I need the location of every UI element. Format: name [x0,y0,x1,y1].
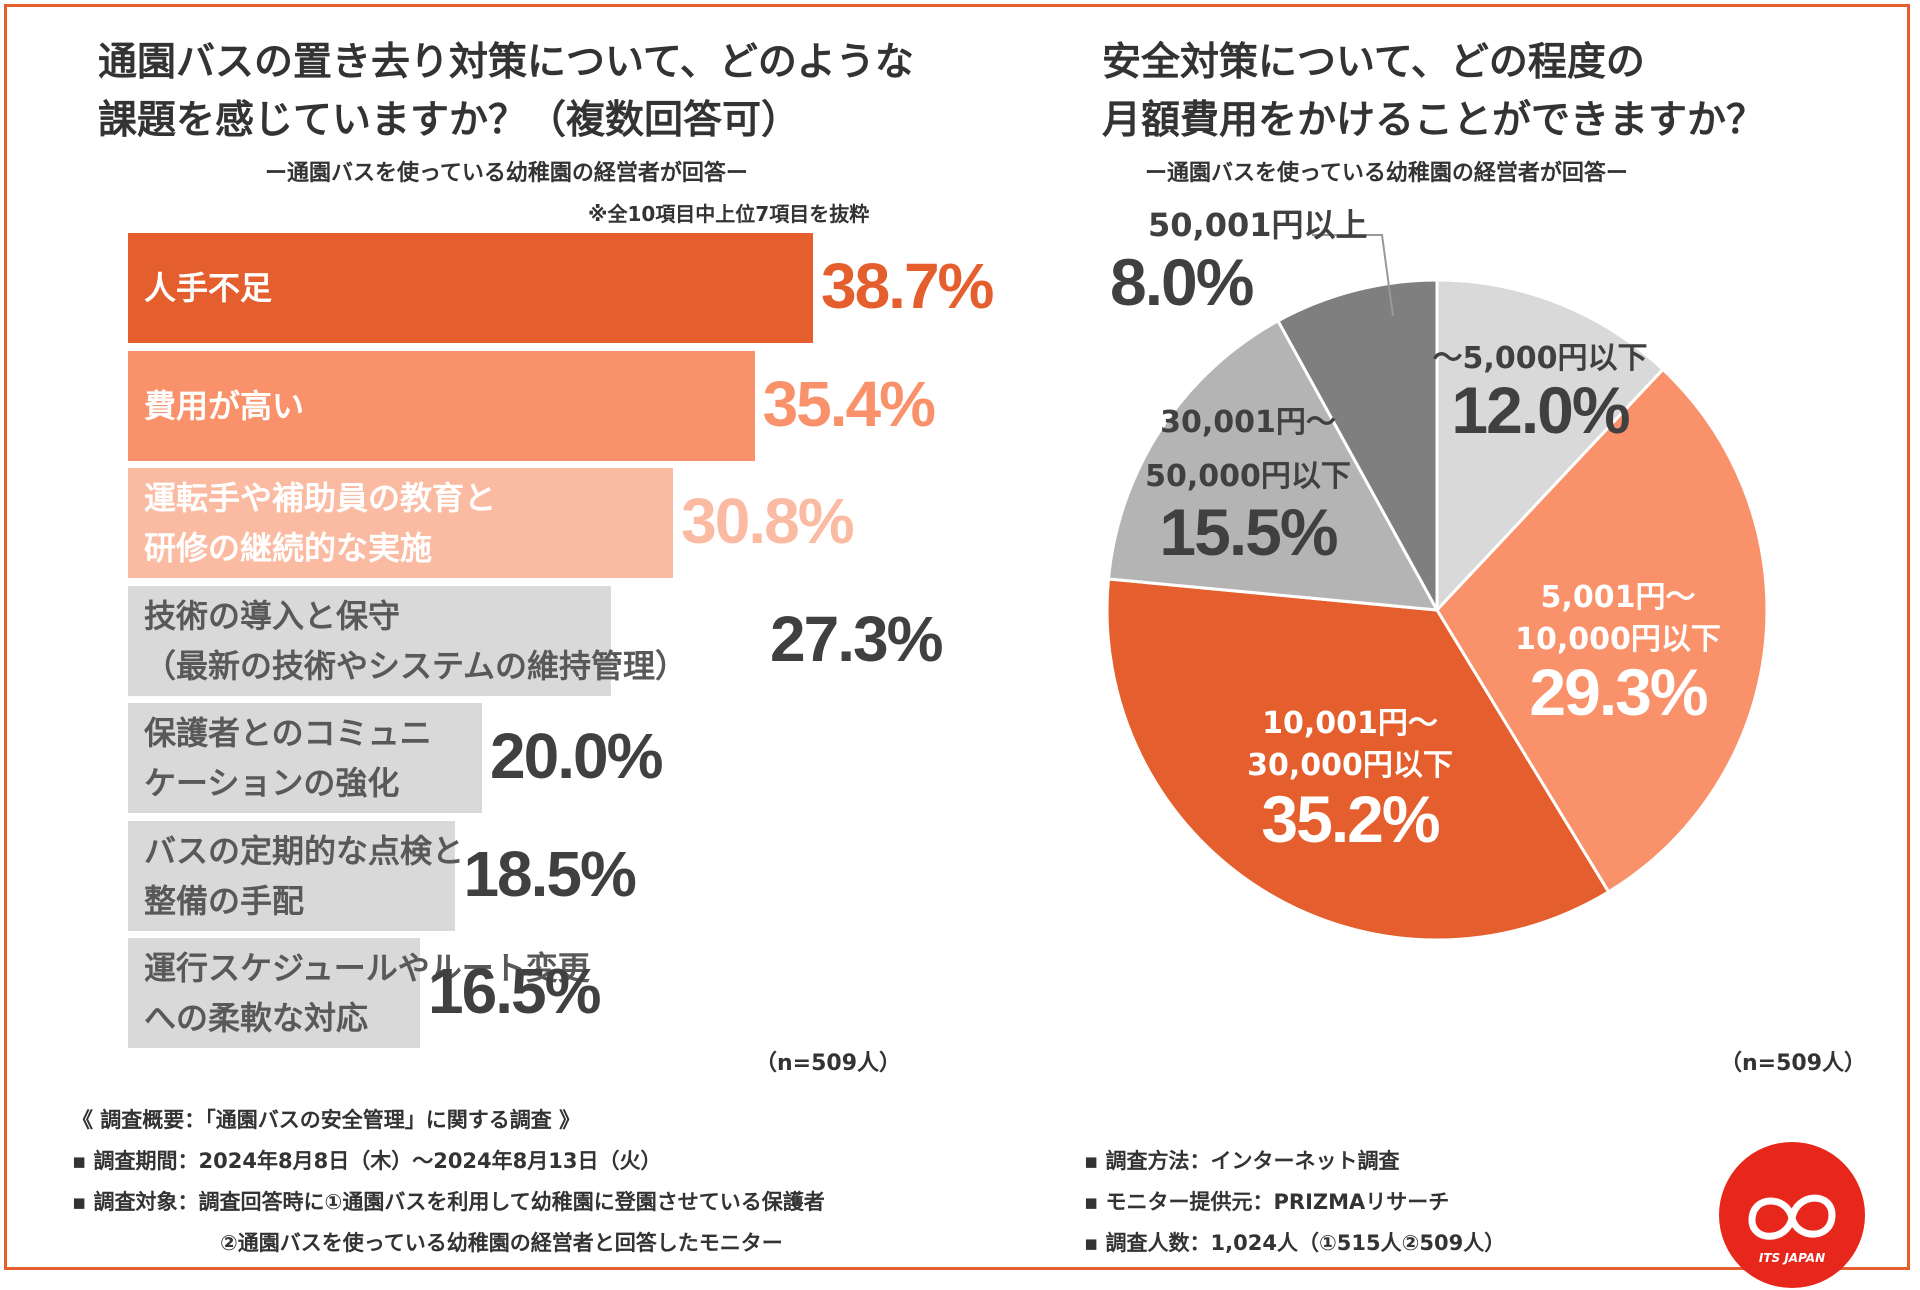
pie-value-4: 15.5% [1159,495,1336,569]
pie-value-3: 35.2% [1261,782,1438,856]
pie-value-5: 8.0% [1110,245,1253,319]
bar-label-5-line-2: ケーションの強化 [144,764,400,802]
bar-label-6: バスの定期的な点検と 整備の手配 [144,826,464,926]
survey-period: ▪ 調査期間：2024年8月8日（木）～2024年8月13日（火） [72,1149,662,1173]
pie-label-2-line-2: 10,000円以下 [1515,622,1721,657]
pie-label-2-line-1: 5,001円～ [1541,580,1696,615]
pie-label-4-line-1: 30,001円～ [1160,405,1336,440]
pie-chart-subtitle: ー通園バスを使っている幼稚園の経営者が回答ー [1145,161,1628,186]
survey-target-2: ②通園バスを使っている幼稚園の経営者と回答したモニター [220,1231,783,1255]
pie-slice-3 [1105,577,1611,942]
bar-label-7-line-1: 運行スケジュールやルート変更 [144,949,590,987]
bar-chart-note: ※全10項目中上位7項目を抜粋 [588,202,870,226]
bar-label-3: 運転手や補助員の教育と 研修の継続的な実施 [144,473,496,573]
bar-chart-title: 通園バスの置き去り対策について、どのような 課題を感じていますか？（複数回答可） [98,34,914,150]
bar-label-4-line-1: 技術の導入と保守 [144,596,401,635]
pie-slice-5 [1275,278,1439,611]
pie-title-line-1: 安全対策について、どの程度の [1102,40,1645,85]
pie-label-5-line-1: 50,001円以上 [1148,206,1368,244]
survey-provider: ▪ モニター提供元：PRIZMAリサーチ [1084,1190,1450,1214]
bar-6 [128,820,456,931]
its-japan-logo: ITS JAPAN [1719,1142,1865,1288]
bar-4 [128,585,612,696]
bar-title-line-2: 課題を感じていますか？（複数回答可） [98,98,801,143]
pie-leader-line [1312,234,1394,317]
pie-slice-4 [1106,318,1440,612]
bar-value-1: 38.7% [820,250,994,322]
pie-chart-sample-size: （n=509人） [1720,1051,1867,1076]
bar-label-5: 保護者とのコミュニ ケーションの強化 [144,708,432,808]
bar-label-7-line-2: への柔軟な対応 [144,999,369,1037]
pie-slice-2 [1435,367,1769,894]
bar-label-1-line-1: 人手不足 [144,269,273,307]
bar-5 [128,703,482,813]
bar-label-6-line-2: 整備の手配 [144,881,305,920]
bar-title-line-1: 通園バスの置き去り対策について、どのような [98,40,914,85]
bar-value-4: 27.3% [770,602,943,675]
bar-chart-sample-size: （n=509人） [755,1051,902,1076]
survey-heading: 《 調査概要：「通園バスの安全管理」に関する調査 》 [72,1108,581,1132]
border-frame [4,4,1910,1270]
pie-label-4-line-2: 50,000円以下 [1145,459,1351,494]
bar-value-3: 30.8% [681,485,854,557]
bar-label-4: 技術の導入と保守 （最新の技術やシステムの維持管理） [144,591,687,691]
bar-chart-subtitle: ー通園バスを使っている幼稚園の経営者が回答ー [265,161,748,186]
pie-label-1-line-1: ～5,000円以下 [1433,341,1648,376]
survey-count: ▪ 調査人数：1,024人（①515人②509人） [1084,1231,1506,1255]
bar-label-7: 運行スケジュールやルート変更 への柔軟な対応 [144,943,590,1043]
bar-value-6: 18.5% [463,837,636,910]
pie-label-3-line-1: 10,001円～ [1262,706,1438,741]
pie-slice-1 [1435,278,1666,614]
bar-label-6-line-1: バスの定期的な点検と [144,831,465,870]
pie-chart-title: 安全対策について、どの程度の 月額費用をかけることができますか？ [1102,34,1765,150]
bar-value-5: 20.0% [490,720,663,792]
bar-label-5-line-1: 保護者とのコミュニ [144,714,432,752]
bar-label-1: 人手不足 [144,263,272,313]
bar-label-3-line-2: 研修の継続的な実施 [144,529,433,567]
bar-7 [128,938,421,1048]
survey-summary-left: 《 調査概要：「通園バスの安全管理」に関する調査 》 ▪ 調査期間：2024年8… [72,1100,825,1264]
survey-summary-right: ▪ 調査方法：インターネット調査 ▪ モニター提供元：PRIZMAリサーチ ▪ … [1084,1141,1505,1264]
bar-label-2-line-1: 費用が高い [144,386,305,425]
logo-text: ITS JAPAN [1759,1251,1825,1265]
bar-label-2: 費用が高い [144,381,304,431]
survey-target: ▪ 調査対象：調査回答時に①通園バスを利用して幼稚園に登園させている保護者 [72,1190,825,1214]
bar-value-2: 35.4% [762,367,936,440]
survey-method: ▪ 調査方法：インターネット調査 [1084,1149,1400,1173]
pie-value-1: 12.0% [1451,373,1628,447]
bar-3 [128,468,674,578]
bar-2 [128,350,755,461]
pie-title-line-2: 月額費用をかけることができますか？ [1102,98,1766,143]
bar-label-3-line-1: 運転手や補助員の教育と [144,479,497,517]
pie-value-2: 29.3% [1529,655,1706,729]
bar-1 [128,233,813,343]
pie-label-3-line-2: 30,000円以下 [1247,748,1453,783]
bar-label-4-line-2: （最新の技術やシステムの維持管理） [144,646,688,685]
bar-value-7: 16.5% [428,955,601,1027]
